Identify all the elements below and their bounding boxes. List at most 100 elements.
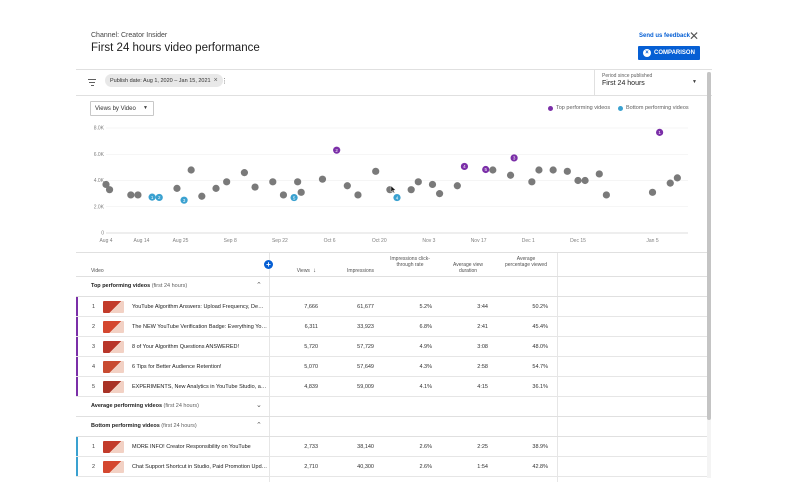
more-filters-icon[interactable]: ⋮ xyxy=(221,78,228,85)
comparison-button[interactable]: × COMPARISON xyxy=(638,46,700,60)
cell-apv: 54.7% xyxy=(532,364,548,370)
data-point-average xyxy=(343,182,351,190)
data-point-label: 5 xyxy=(484,167,487,172)
video-thumbnail[interactable] xyxy=(103,341,124,353)
data-point-average xyxy=(414,178,422,186)
cell-apv: 38.9% xyxy=(532,444,548,450)
data-point-bottom xyxy=(155,193,163,202)
publish-date-chip[interactable]: Publish date: Aug 1, 2020 – Jan 15, 2021… xyxy=(105,74,223,87)
close-icon[interactable]: ✕ xyxy=(688,29,700,43)
send-feedback-link[interactable]: Send us feedback xyxy=(639,33,691,39)
row-indicator xyxy=(76,457,78,476)
data-point-average xyxy=(294,178,302,186)
column-divider xyxy=(557,252,558,482)
video-thumbnail[interactable] xyxy=(103,461,124,473)
video-thumbnail[interactable] xyxy=(103,301,124,313)
video-title[interactable]: 8 of Your Algorithm Questions ANSWERED! xyxy=(132,344,239,350)
table-row[interactable]: 1 MORE INFO! Creator Responsibility on Yo… xyxy=(76,437,707,457)
y-tick-label: 6.0K xyxy=(94,152,105,158)
data-point-label: 4 xyxy=(463,164,466,169)
metric-dropdown[interactable]: Views by Video ▼ xyxy=(90,101,154,116)
col-impressions[interactable]: Impressions xyxy=(347,268,374,274)
video-thumbnail[interactable] xyxy=(103,381,124,393)
table-row[interactable]: 2 Chat Support Shortcut in Studio, Paid P… xyxy=(76,457,707,477)
data-point-top xyxy=(333,146,341,154)
data-point-average xyxy=(318,175,327,183)
cell-ctr: 4.9% xyxy=(419,344,432,350)
row-rank: 3 xyxy=(92,344,96,350)
video-thumbnail[interactable] xyxy=(103,321,124,333)
video-thumbnail[interactable] xyxy=(103,441,124,453)
data-point-bottom xyxy=(148,193,156,201)
section-average[interactable]: Average performing videos (first 24 hour… xyxy=(76,397,707,417)
section-top-label: Top performing videos xyxy=(91,283,151,289)
data-point-average xyxy=(648,188,657,196)
cell-avd: 2:25 xyxy=(477,444,488,450)
section-bottom-sub: (first 24 hours) xyxy=(161,423,197,429)
video-title[interactable]: The NEW YouTube Verification Badge: Ever… xyxy=(132,324,268,330)
add-column-button[interactable]: + xyxy=(264,260,273,269)
chip-close-icon[interactable]: × xyxy=(213,77,218,84)
video-title[interactable]: MORE INFO! Creator Responsibility on You… xyxy=(132,444,251,450)
chevron-down-icon[interactable]: ⌄ xyxy=(256,402,262,409)
chevron-up-icon[interactable]: ⌃ xyxy=(256,282,262,289)
data-point-average xyxy=(673,174,681,182)
cell-apv: 50.2% xyxy=(532,304,548,310)
data-point-average xyxy=(574,176,582,185)
x-tick-label: Oct 6 xyxy=(324,238,336,244)
section-average-label: Average performing videos xyxy=(91,403,163,409)
y-tick-label: 0 xyxy=(101,231,104,237)
period-label: Period since published xyxy=(602,73,653,79)
section-bottom[interactable]: Bottom performing videos (first 24 hours… xyxy=(76,417,707,437)
data-point-average xyxy=(666,179,674,187)
table-row[interactable]: 4 6 Tips for Better Audience Retention! 5,… xyxy=(76,357,707,377)
data-point-average xyxy=(269,178,277,186)
section-top-sub: (first 24 hours) xyxy=(151,283,188,289)
x-tick-label: Jan 5 xyxy=(646,238,658,244)
data-point-label: 2 xyxy=(335,148,338,153)
publish-date-label: Publish date: Aug 1, 2020 – Jan 15, 2021 xyxy=(110,77,211,84)
table-row[interactable]: 3 8 of Your Algorithm Questions ANSWERED!… xyxy=(76,337,707,357)
chevron-up-icon[interactable]: ⌃ xyxy=(256,422,262,429)
scrollbar-thumb[interactable] xyxy=(707,72,711,420)
period-select[interactable]: Period since published First 24 hours ▼ xyxy=(594,70,700,95)
video-thumbnail[interactable] xyxy=(103,361,124,373)
section-top[interactable]: Top performing videos (first 24 hours) ⌃ xyxy=(76,277,707,297)
x-tick-label: Sep 8 xyxy=(224,238,237,244)
data-point-top xyxy=(656,128,664,136)
bottom-rows: 1 MORE INFO! Creator Responsibility on Yo… xyxy=(76,437,707,477)
cell-avd: 1:54 xyxy=(477,464,488,470)
y-tick-label: 2.0K xyxy=(94,204,105,210)
video-title[interactable]: YouTube Algorithm Answers: Upload Freque… xyxy=(132,304,268,310)
section-average-sub: (first 24 hours) xyxy=(163,403,200,409)
video-title[interactable]: Chat Support Shortcut in Studio, Paid Pr… xyxy=(132,464,268,470)
y-tick-label: 4.0K xyxy=(94,178,105,184)
table-row[interactable]: 1 YouTube Algorithm Answers: Upload Frequ… xyxy=(76,297,707,317)
filter-icon[interactable] xyxy=(88,79,96,87)
row-rank: 4 xyxy=(92,364,96,370)
table-row[interactable]: 2 The NEW YouTube Verification Badge: Eve… xyxy=(76,317,707,337)
cell-avd: 3:08 xyxy=(477,344,488,350)
table-row[interactable]: 5 EXPERIMENTS, New Analytics in YouTube S… xyxy=(76,377,707,397)
video-title[interactable]: EXPERIMENTS, New Analytics in YouTube St… xyxy=(132,384,268,390)
data-point-bottom xyxy=(290,193,298,202)
data-point-average xyxy=(251,183,259,191)
top-rows: 1 YouTube Algorithm Answers: Upload Frequ… xyxy=(76,297,707,397)
video-title[interactable]: 6 Tips for Better Audience Retention! xyxy=(132,364,222,370)
cell-views: 7,666 xyxy=(304,304,318,310)
x-tick-label: Aug 14 xyxy=(134,238,150,244)
data-point-average xyxy=(428,180,437,189)
period-value: First 24 hours xyxy=(602,80,645,87)
col-views[interactable]: Views ↓ xyxy=(276,268,316,274)
data-point-average xyxy=(134,191,142,199)
x-tick-label: Aug 4 xyxy=(99,238,112,244)
cell-views: 2,733 xyxy=(304,444,318,450)
row-indicator xyxy=(76,297,78,316)
cell-impressions: 57,729 xyxy=(357,344,374,350)
legend-top-label: Top performing videos xyxy=(556,105,611,111)
col-ctr[interactable]: Impressions click-through rate xyxy=(390,256,430,268)
cell-avd: 3:44 xyxy=(477,304,488,310)
col-apv[interactable]: Average percentage viewed xyxy=(505,256,547,268)
cell-impressions: 57,649 xyxy=(357,364,374,370)
col-avd[interactable]: Average view duration xyxy=(453,262,483,274)
